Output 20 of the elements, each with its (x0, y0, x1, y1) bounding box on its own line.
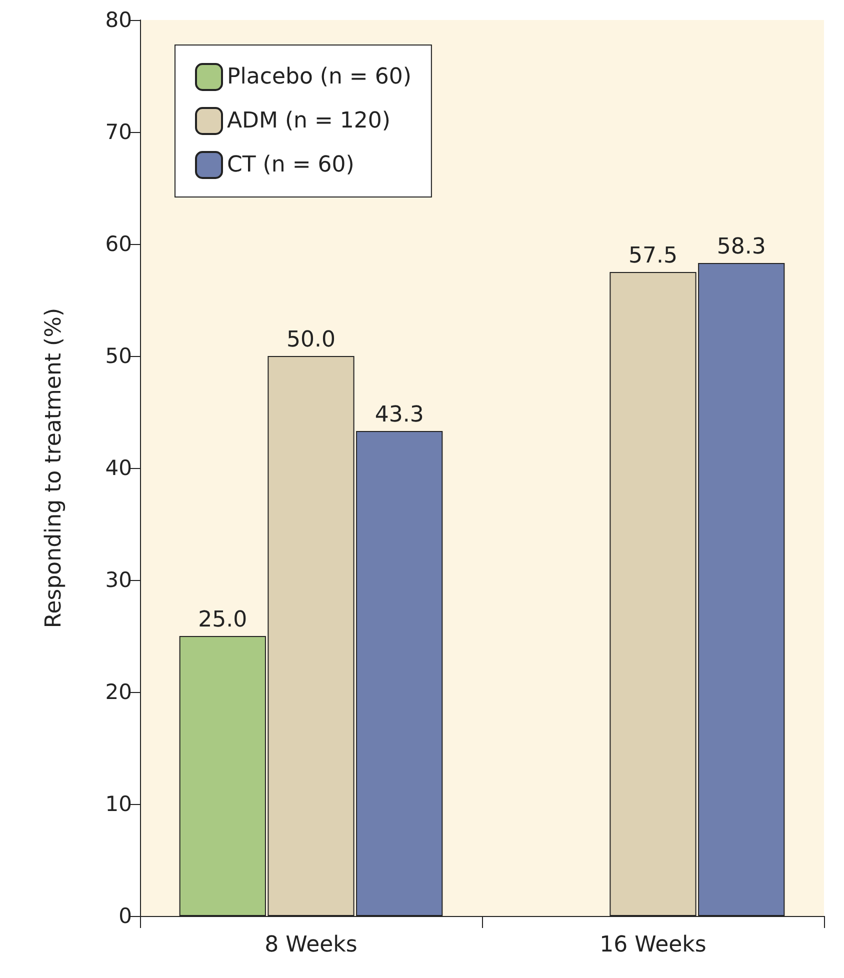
y-tick-label: 30 (105, 568, 132, 592)
y-tick-label: 60 (105, 232, 132, 256)
legend-label: Placebo (n = 60) (227, 64, 412, 90)
data-label: 50.0 (286, 328, 336, 352)
y-tick-label: 40 (105, 456, 132, 480)
y-tick-label: 70 (105, 120, 132, 144)
legend-label: CT (n = 60) (227, 152, 354, 178)
y-axis-title: Responding to treatment (%) (42, 308, 66, 628)
y-tick-label: 20 (105, 680, 132, 704)
y-tick-label: 10 (105, 792, 132, 816)
data-label: 25.0 (198, 608, 248, 632)
data-label: 43.3 (374, 402, 424, 428)
y-tick-label: 80 (105, 8, 132, 32)
y-tick-label: 50 (105, 344, 132, 368)
legend-label: ADM (n = 120) (227, 108, 390, 134)
x-tick-label: 16 Weeks (600, 932, 706, 958)
data-label: 57.5 (628, 244, 678, 268)
x-tick-label: 8 Weeks (264, 932, 358, 958)
data-label: 58.3 (716, 234, 766, 260)
y-tick-label: 0 (118, 904, 132, 928)
